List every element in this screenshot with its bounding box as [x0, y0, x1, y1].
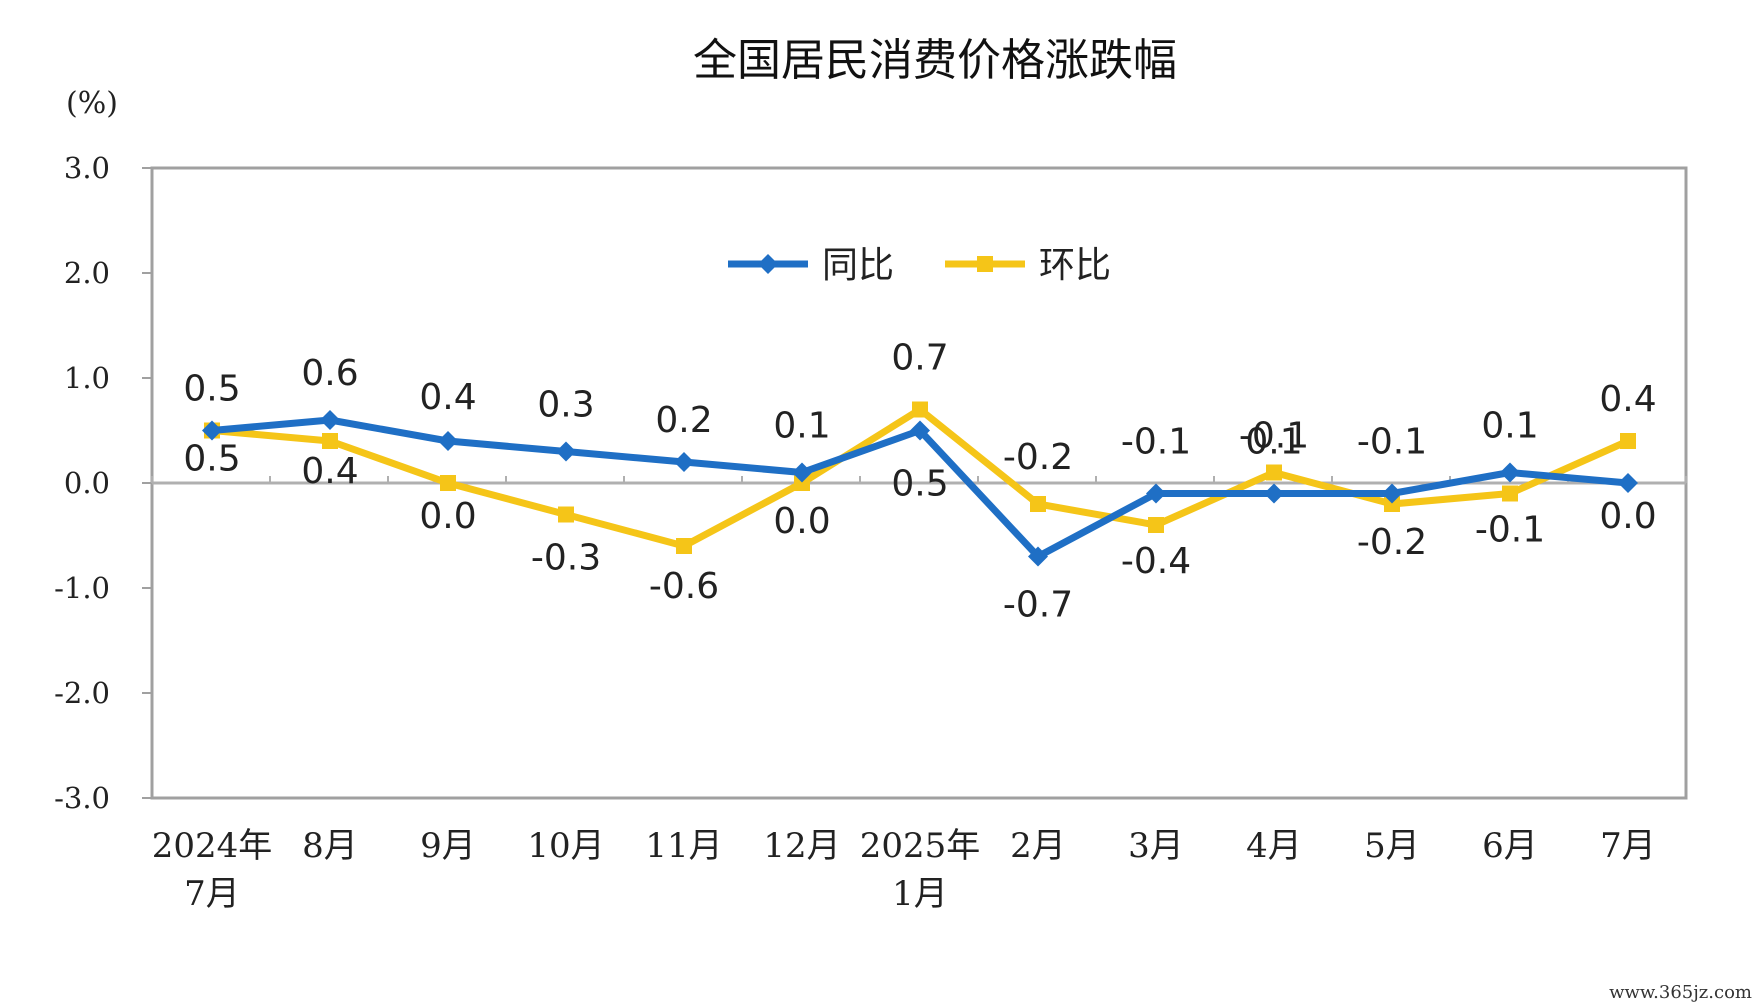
mom-point-marker — [1266, 464, 1282, 481]
legend-label: 环比 — [1039, 245, 1111, 286]
yoy-data-label: 0.3 — [537, 385, 594, 426]
yoy-data-label: -0.7 — [1003, 585, 1073, 626]
x-tick-label: 7月 — [1600, 826, 1656, 866]
y-tick-label: 1.0 — [64, 361, 110, 395]
mom-point-marker — [1148, 517, 1164, 533]
y-tick-label: 0.0 — [64, 466, 110, 500]
mom-point-marker — [794, 475, 810, 491]
mom-data-label: 0.7 — [891, 338, 948, 379]
yoy-point-marker — [792, 462, 812, 483]
yoy-point-marker — [202, 420, 222, 441]
yoy-data-label: -0.1 — [1357, 422, 1427, 463]
y-tick-label: -2.0 — [54, 676, 110, 710]
x-tick-label: 2024年 — [152, 826, 273, 866]
x-tick-label: 2月 — [1010, 826, 1066, 866]
mom-point-marker — [322, 433, 338, 449]
yoy-point-marker — [438, 431, 458, 451]
series-layer — [202, 401, 1638, 567]
y-axis: 3.0 2.0 1.0 0.0 -1.0 -2.0 -3.0 — [54, 151, 152, 815]
x-tick-label: 9月 — [420, 826, 476, 866]
yoy-data-label: 0.5 — [891, 464, 948, 505]
legend-square-marker — [977, 256, 993, 272]
mom-data-label: 0.4 — [1599, 379, 1656, 420]
x-tick-label: 3月 — [1128, 826, 1184, 866]
watermark: www.365jz.com — [1609, 982, 1752, 1003]
yoy-point-marker — [1500, 462, 1520, 483]
mom-data-label: 0.0 — [773, 501, 830, 542]
mom-point-marker — [676, 538, 692, 554]
data-label-layer: 0.5 0.60.4 0.3 0.2 0.10.5-0.7-0.1 0.1 -0.1 0.10… — [183, 338, 1656, 626]
yoy-point-marker — [674, 452, 694, 472]
mom-data-label: -0.3 — [531, 538, 601, 579]
yoy-data-label: 0.1 — [773, 406, 830, 447]
mom-point-marker — [1030, 496, 1046, 512]
legend-label: 同比 — [822, 245, 894, 286]
y-tick-label: -1.0 — [54, 571, 110, 605]
x-tick-label: 2025年 — [860, 826, 981, 866]
x-tick-label: 5月 — [1364, 826, 1420, 866]
yoy-point-marker — [1264, 483, 1284, 504]
x-tick-label: 8月 — [302, 826, 358, 866]
mom-data-label: -0.2 — [1357, 522, 1427, 563]
yoy-point-marker — [1382, 483, 1402, 504]
mom-point-marker — [1502, 485, 1518, 502]
mom-data-label: 0.4 — [301, 451, 358, 492]
x-tick-label: 7月 — [184, 874, 240, 914]
legend-diamond-marker — [758, 254, 778, 274]
yoy-data-label: 0.0 — [1599, 496, 1656, 537]
y-tick-label: -3.0 — [54, 781, 110, 815]
legend: 同比 环比 — [728, 245, 1111, 286]
y-tick-label: 2.0 — [64, 256, 110, 290]
x-tick-label: 10月 — [527, 826, 604, 866]
yoy-point-marker — [556, 441, 576, 462]
mom-data-label: -0.2 — [1003, 437, 1073, 478]
y-axis-unit-label: (%) — [66, 86, 118, 121]
mom-data-label: 0.0 — [419, 496, 476, 537]
chart-title: 全国居民消费价格涨跌幅 — [693, 35, 1177, 86]
yoy-data-label: 0.5 — [183, 369, 240, 410]
yoy-point-marker — [1028, 546, 1048, 567]
yoy-point-marker — [320, 410, 340, 430]
yoy-point-marker — [910, 420, 930, 441]
yoy-data-label: 0.1 — [1245, 422, 1302, 463]
yoy-data-label: 0.2 — [655, 400, 712, 441]
mom-data-label: -0.1 — [1239, 416, 1309, 457]
mom-point-marker — [1620, 433, 1636, 449]
x-tick-label: 12月 — [763, 826, 840, 866]
mom-point-marker — [1384, 496, 1400, 512]
mom-data-label: -0.6 — [649, 566, 719, 607]
yoy-point-marker — [1146, 483, 1166, 504]
mom-data-label: -0.4 — [1121, 541, 1191, 582]
mom-point-marker — [558, 506, 574, 523]
mom-point-marker — [440, 475, 456, 491]
mom-point-marker — [912, 401, 928, 418]
mom-data-label: 0.5 — [183, 439, 240, 480]
x-tick-label: 11月 — [645, 826, 722, 866]
x-axis: 2024年 7月 8月 9月 10月 11月 12月 2025年 1月 2月 3月 4月 5月 6月 7月 — [151, 476, 1687, 914]
x-tick-label: 1月 — [892, 874, 948, 914]
x-tick-label: 6月 — [1482, 826, 1538, 866]
yoy-data-label: 0.4 — [419, 377, 476, 418]
y-tick-label: 3.0 — [64, 151, 110, 185]
x-tick-label: 4月 — [1246, 826, 1302, 866]
mom-data-label: -0.1 — [1475, 510, 1545, 551]
yoy-data-label: -0.1 — [1121, 422, 1191, 463]
yoy-data-label: 0.6 — [301, 353, 358, 394]
yoy-point-marker — [1618, 473, 1638, 493]
yoy-data-label: 0.1 — [1481, 406, 1538, 447]
